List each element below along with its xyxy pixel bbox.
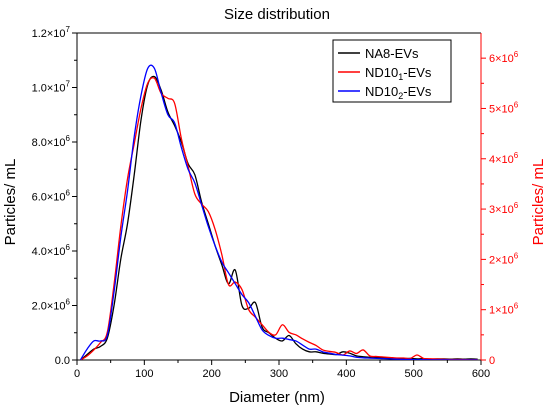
x-tick-label: 400 (337, 368, 355, 380)
chart-title: Size distribution (224, 6, 330, 23)
y-right-tick-label: 0 (489, 355, 495, 367)
y-right-tick-label: 6×106 (489, 50, 519, 65)
legend-label-3: ND102-EVs (365, 84, 432, 101)
y-left-tick-label: 1.0×107 (32, 80, 71, 95)
x-tick-label: 600 (472, 368, 490, 380)
y-right-tick-label: 1×106 (489, 302, 519, 317)
x-tick-label: 500 (404, 368, 422, 380)
x-tick-label: 200 (202, 368, 220, 380)
y-left-tick-label: 6.0×106 (32, 189, 71, 204)
y-left-tick-label: 2.0×106 (32, 298, 71, 313)
y-left-tick-label: 0.0 (55, 355, 70, 367)
series-line-3 (79, 64, 478, 360)
legend-label-1: NA8-EVs (365, 46, 419, 61)
y-right-tick-label: 5×106 (489, 100, 519, 115)
y-right-tick-label: 2×106 (489, 251, 519, 266)
x-axis-title: Diameter (nm) (229, 389, 325, 406)
y-left-tick-label: 4.0×106 (32, 243, 71, 258)
series-line-2 (80, 77, 478, 360)
y-right-tick-label: 4×106 (489, 151, 519, 166)
x-tick-label: 0 (74, 368, 80, 380)
series-line-1 (79, 75, 478, 360)
y-right-axis-title: Particles/ mL (530, 159, 547, 246)
y-left-axis-title: Particles/ mL (2, 159, 19, 246)
plot-layer: 0 100 200 300 400 500 600 0.0 2.0×106 4.0×106 6.0×… (32, 25, 519, 380)
legend-label-2: ND101-EVs (365, 65, 432, 82)
y-left-tick-label: 1.2×107 (32, 25, 71, 40)
x-tick-label: 300 (270, 368, 288, 380)
y-right-tick-label: 3×106 (489, 201, 519, 216)
y-left-tick-label: 8.0×106 (32, 134, 71, 149)
x-tick-label: 100 (135, 368, 153, 380)
